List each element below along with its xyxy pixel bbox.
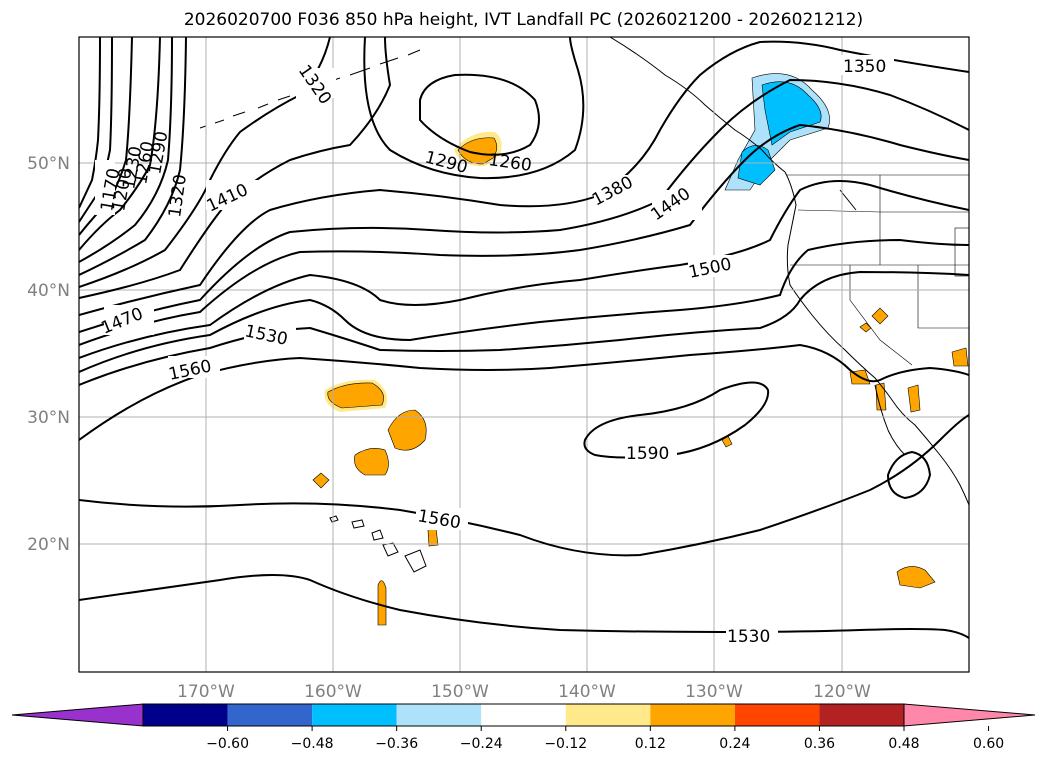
hawaiian-islands: [329, 515, 427, 573]
lon-label: 140°W: [558, 682, 616, 702]
colorbar-tick-label: −0.36: [375, 736, 418, 752]
colorbar-tick-label: 0.24: [719, 736, 750, 752]
colorbar-bin: [734, 704, 820, 726]
colorbar-tick-label: 0.60: [973, 736, 1004, 752]
colorbar-bin: [819, 704, 904, 726]
lon-label: 150°W: [431, 682, 489, 702]
longitude-labels: 170°W 160°W 150°W 140°W 130°W 120°W: [177, 682, 871, 702]
colorbar-tick-label: −0.12: [544, 736, 587, 752]
colorbar-tick-label: −0.48: [291, 736, 334, 752]
colorbar-bin: [312, 704, 397, 726]
lon-label: 170°W: [177, 682, 235, 702]
colorbar-bin: [396, 704, 482, 726]
lon-label: 160°W: [304, 682, 362, 702]
coastlines: [609, 37, 969, 506]
colorbar-bin: [565, 704, 651, 726]
height-contours: [79, 37, 969, 639]
contour-labels: 1170 1200 1230 1260 1290 1320 1320 1290 …: [95, 55, 894, 647]
lat-label: 50°N: [27, 154, 70, 174]
lon-label: 120°W: [813, 682, 871, 702]
colorbar-bin: [143, 704, 228, 726]
colorbar-tick-label: −0.24: [460, 736, 503, 752]
colorbar-bin: [227, 704, 313, 726]
colorbar-frame: [142, 703, 905, 727]
colorbar-bin: [481, 704, 566, 726]
colorbar: −0.60 −0.48 −0.36 −0.24 −0.12 0.12 0.24 0.36 0.4…: [11, 703, 1036, 752]
contour-label: 1590: [626, 444, 669, 464]
state-borders: [786, 174, 969, 366]
figure-title: 2026020700 F036 850 hPa height, IVT Land…: [183, 10, 864, 30]
colorbar-tick-label: 0.36: [804, 736, 835, 752]
colorbar-extend-high: [903, 703, 1036, 727]
colorbar-extend-low: [11, 703, 144, 727]
lat-label: 30°N: [27, 408, 70, 428]
colorbar-bin: [650, 704, 735, 726]
map-frame: [78, 36, 970, 673]
positive-anomaly-shading: [312, 131, 969, 626]
contour-label: 1350: [843, 57, 886, 77]
colorbar-tick-label: −0.60: [206, 736, 249, 752]
contour-label: 1530: [727, 627, 770, 647]
lon-label: 130°W: [685, 682, 743, 702]
lat-label: 20°N: [27, 535, 70, 555]
lat-label: 40°N: [27, 281, 70, 301]
latitude-labels: 50°N 40°N 30°N 20°N: [27, 154, 70, 555]
negative-anomaly-shading: [724, 73, 830, 191]
colorbar-tick-label: 0.12: [635, 736, 666, 752]
colorbar-tick-label: 0.48: [888, 736, 919, 752]
